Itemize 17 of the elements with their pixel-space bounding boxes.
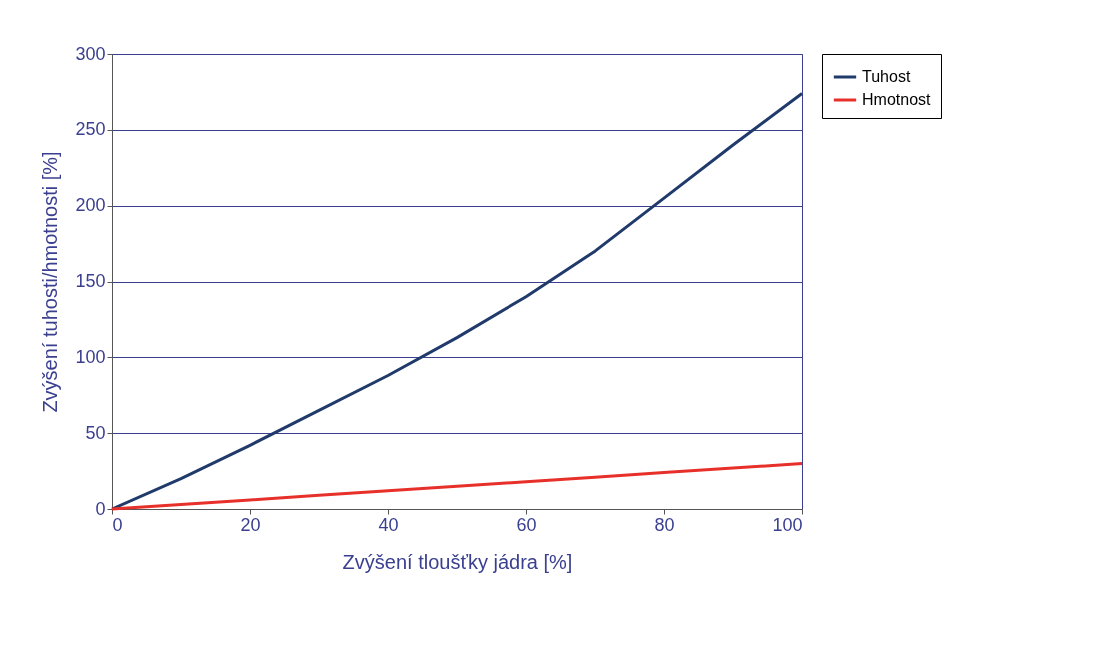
legend-label: Tuhost [862, 68, 911, 85]
y-axis-title: Zvýšení tuhosti/hmotnosti [%] [39, 151, 62, 413]
y-tick-label: 0 [95, 498, 106, 519]
x-tick-label: 40 [378, 514, 399, 535]
y-tick-label: 100 [75, 346, 106, 367]
x-tick-label: 100 [772, 514, 803, 535]
x-tick-label: 60 [516, 514, 537, 535]
x-tick-label: 20 [240, 514, 261, 535]
y-tick-label: 150 [75, 271, 106, 291]
legend-label: Hmotnost [862, 91, 932, 108]
x-tick-label: 80 [654, 514, 675, 535]
y-tick-label: 50 [85, 422, 106, 443]
y-tick-label: 250 [75, 119, 106, 140]
y-tick-label: 200 [75, 195, 106, 216]
y-tick-label: 300 [75, 43, 106, 64]
x-axis-title: Zvýšení tloušťky jádra [%] [342, 550, 573, 573]
x-tick-label: 0 [112, 514, 123, 535]
